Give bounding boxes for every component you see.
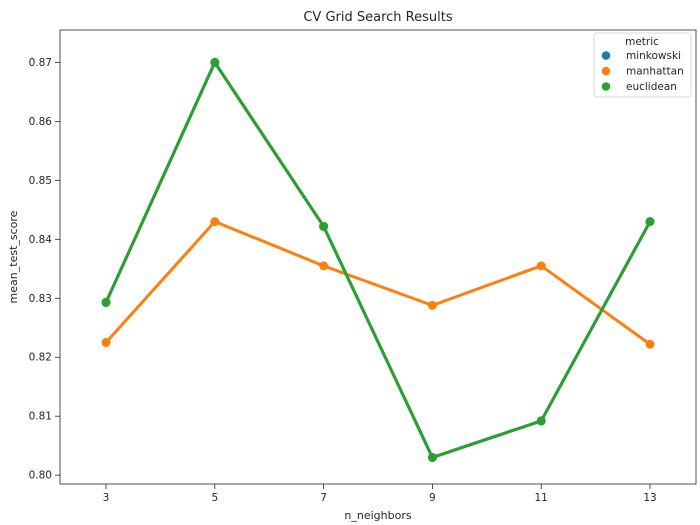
data-point (319, 261, 329, 271)
x-tick-label: 3 (103, 492, 110, 504)
legend-marker (601, 66, 611, 76)
legend-item-manhattan: manhattan (601, 66, 684, 78)
y-tick-label: 0.86 (29, 116, 53, 128)
x-tick-label: 7 (320, 492, 327, 504)
legend-label: minkowski (626, 50, 681, 62)
legend-item-minkowski: minkowski (601, 50, 681, 62)
x-tick-label: 13 (643, 492, 656, 504)
y-tick-label: 0.83 (29, 293, 52, 305)
y-tick-label: 0.82 (29, 352, 52, 364)
data-point (319, 221, 329, 231)
data-point (536, 416, 546, 426)
x-tick-label: 11 (535, 492, 548, 504)
legend-marker (601, 82, 611, 91)
data-point (427, 300, 437, 310)
y-tick-label: 0.85 (29, 175, 52, 187)
data-point (427, 452, 437, 462)
x-tick-label: 9 (429, 492, 436, 504)
series-manhattan (101, 217, 655, 349)
legend-frame (593, 32, 692, 98)
legend-title: metric (625, 36, 659, 48)
data-point (645, 339, 655, 349)
x-tick-label: 5 (211, 492, 218, 504)
y-tick-label: 0.84 (29, 234, 53, 246)
y-axis-label: mean_test_score (7, 210, 20, 303)
series-line (104, 60, 652, 459)
x-axis-label: n_neighbors (344, 509, 411, 522)
series-euclidean (101, 57, 655, 462)
data-point (536, 261, 546, 271)
y-tick-label: 0.87 (29, 57, 52, 69)
legend: metric minkowski manhattan euclidean (593, 32, 692, 98)
data-point (645, 217, 655, 227)
legend-marker (601, 51, 611, 60)
data-point (101, 297, 111, 307)
series-line (104, 220, 651, 346)
y-tick-label: 0.80 (29, 470, 52, 482)
axis-ticks: 3 5 7 9 11 13 0.80 0.81 0.82 0.83 0.84 0.85 0.86 0.87 (29, 57, 657, 504)
chart-title: CV Grid Search Results (303, 10, 452, 25)
series-layer (101, 57, 655, 462)
legend-label: euclidean (626, 81, 677, 93)
plot-area (59, 29, 697, 485)
data-point (210, 217, 220, 227)
data-point (101, 337, 111, 347)
data-point (210, 57, 220, 67)
y-tick-label: 0.81 (29, 411, 52, 423)
legend-item-euclidean: euclidean (601, 81, 677, 93)
legend-label: manhattan (626, 66, 684, 78)
